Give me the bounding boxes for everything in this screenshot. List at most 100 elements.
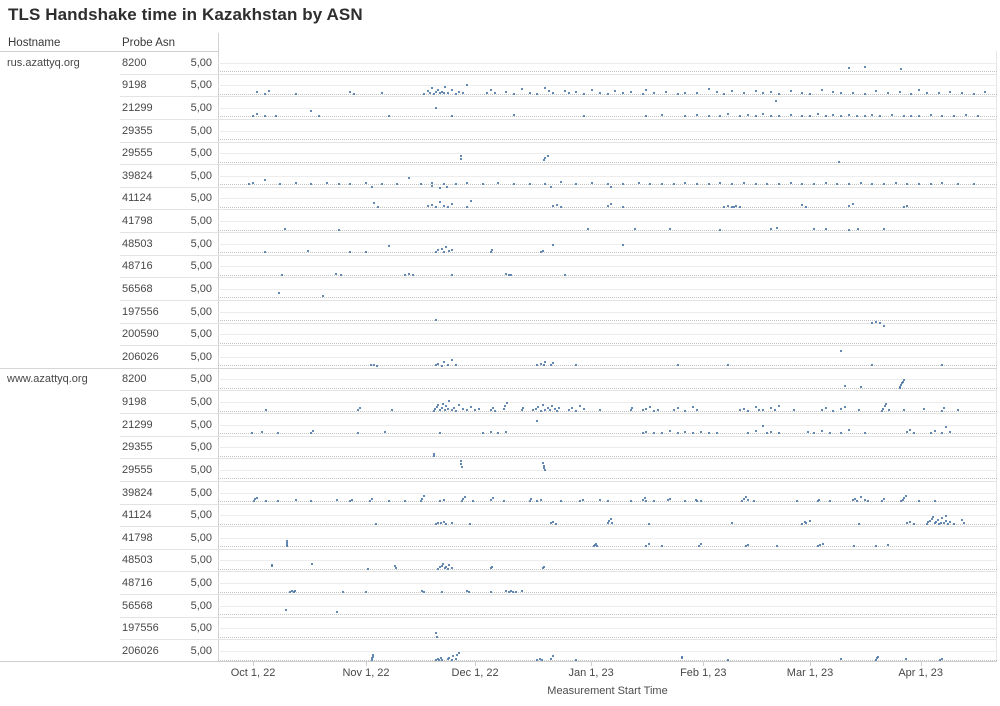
- scatter-point[interactable]: [536, 92, 539, 95]
- scatter-point[interactable]: [541, 462, 544, 465]
- scatter-point[interactable]: [407, 177, 410, 180]
- scatter-point[interactable]: [918, 500, 921, 503]
- scatter-point[interactable]: [657, 408, 660, 411]
- scatter-point[interactable]: [676, 432, 679, 435]
- scatter-point[interactable]: [411, 273, 414, 276]
- scatter-point[interactable]: [551, 361, 554, 364]
- scatter-point[interactable]: [446, 567, 449, 570]
- scatter-point[interactable]: [435, 319, 438, 322]
- scatter-point[interactable]: [606, 522, 609, 525]
- scatter-point[interactable]: [563, 273, 566, 276]
- scatter-point[interactable]: [754, 115, 757, 118]
- scatter-point[interactable]: [559, 499, 562, 502]
- column-header-probe-asn[interactable]: Probe Asn: [122, 37, 176, 49]
- scatter-point[interactable]: [432, 454, 435, 457]
- scatter-point[interactable]: [326, 181, 329, 184]
- scatter-point[interactable]: [489, 499, 492, 502]
- scatter-point[interactable]: [745, 545, 748, 548]
- scatter-point[interactable]: [684, 409, 687, 412]
- scatter-point[interactable]: [774, 100, 777, 103]
- scatter-point[interactable]: [871, 364, 874, 367]
- scatter-point[interactable]: [898, 91, 901, 94]
- scatter-point[interactable]: [489, 590, 492, 593]
- scatter-point[interactable]: [537, 405, 540, 408]
- scatter-point[interactable]: [439, 500, 441, 503]
- scatter-point[interactable]: [922, 408, 925, 411]
- scatter-point[interactable]: [439, 522, 442, 525]
- scatter-point[interactable]: [672, 408, 675, 411]
- scatter-point[interactable]: [777, 183, 780, 186]
- scatter-point[interactable]: [777, 115, 780, 118]
- scatter-point[interactable]: [622, 244, 625, 247]
- scatter-point[interactable]: [801, 114, 804, 117]
- scatter-point[interactable]: [900, 383, 903, 386]
- scatter-point[interactable]: [820, 408, 823, 411]
- scatter-point[interactable]: [935, 520, 938, 523]
- scatter-point[interactable]: [727, 112, 730, 115]
- scatter-point[interactable]: [904, 658, 907, 661]
- scatter-point[interactable]: [470, 405, 473, 408]
- scatter-point[interactable]: [528, 499, 531, 502]
- scatter-point[interactable]: [446, 205, 449, 208]
- scatter-point[interactable]: [546, 154, 549, 157]
- scatter-point[interactable]: [341, 590, 344, 593]
- scatter-point[interactable]: [883, 183, 886, 186]
- scatter-point[interactable]: [880, 499, 883, 502]
- scatter-point[interactable]: [489, 567, 492, 570]
- scatter-point[interactable]: [435, 658, 438, 661]
- scatter-point[interactable]: [311, 563, 314, 566]
- scatter-point[interactable]: [544, 183, 547, 186]
- scatter-point[interactable]: [960, 519, 963, 522]
- scatter-point[interactable]: [925, 522, 928, 525]
- scatter-point[interactable]: [463, 496, 466, 499]
- scatter-point[interactable]: [943, 407, 946, 410]
- scatter-point[interactable]: [871, 182, 874, 185]
- scatter-point[interactable]: [832, 409, 835, 412]
- scatter-point[interactable]: [388, 500, 391, 503]
- scatter-point[interactable]: [875, 658, 878, 661]
- scatter-point[interactable]: [285, 545, 288, 548]
- scatter-point[interactable]: [696, 92, 699, 95]
- scatter-point[interactable]: [446, 658, 449, 661]
- scatter-point[interactable]: [439, 432, 441, 435]
- asn-label[interactable]: 48716: [122, 260, 153, 273]
- asn-label[interactable]: 56568: [122, 282, 153, 295]
- scatter-point[interactable]: [536, 500, 539, 503]
- scatter-point[interactable]: [941, 432, 944, 435]
- scatter-point[interactable]: [279, 183, 282, 186]
- scatter-point[interactable]: [805, 522, 808, 525]
- scatter-point[interactable]: [696, 182, 699, 185]
- scatter-point[interactable]: [859, 495, 862, 498]
- scatter-point[interactable]: [824, 227, 827, 230]
- scatter-point[interactable]: [445, 565, 448, 568]
- scatter-point[interactable]: [840, 349, 843, 352]
- scatter-point[interactable]: [255, 496, 258, 499]
- scatter-point[interactable]: [466, 590, 469, 593]
- scatter-point[interactable]: [540, 250, 543, 253]
- scatter-point[interactable]: [477, 408, 480, 411]
- scatter-point[interactable]: [776, 544, 779, 547]
- scatter-point[interactable]: [789, 113, 792, 116]
- scatter-point[interactable]: [741, 499, 744, 502]
- scatter-point[interactable]: [388, 114, 391, 117]
- scatter-point[interactable]: [732, 205, 735, 208]
- scatter-point[interactable]: [906, 431, 909, 434]
- scatter-point[interactable]: [809, 115, 812, 118]
- scatter-point[interactable]: [820, 430, 823, 433]
- asn-label[interactable]: 8200: [122, 56, 147, 69]
- scatter-point[interactable]: [255, 91, 258, 94]
- scatter-point[interactable]: [901, 380, 904, 383]
- asn-label[interactable]: 200590: [122, 328, 159, 341]
- scatter-point[interactable]: [853, 544, 856, 547]
- scatter-point[interactable]: [715, 432, 718, 435]
- scatter-point[interactable]: [855, 499, 858, 502]
- scatter-point[interactable]: [847, 113, 850, 116]
- scatter-point[interactable]: [875, 321, 878, 324]
- scatter-point[interactable]: [251, 432, 254, 435]
- scatter-point[interactable]: [286, 540, 289, 543]
- scatter-point[interactable]: [252, 114, 255, 117]
- scatter-point[interactable]: [837, 160, 840, 163]
- scatter-point[interactable]: [514, 590, 517, 593]
- scatter-point[interactable]: [248, 183, 251, 186]
- scatter-point[interactable]: [598, 91, 601, 94]
